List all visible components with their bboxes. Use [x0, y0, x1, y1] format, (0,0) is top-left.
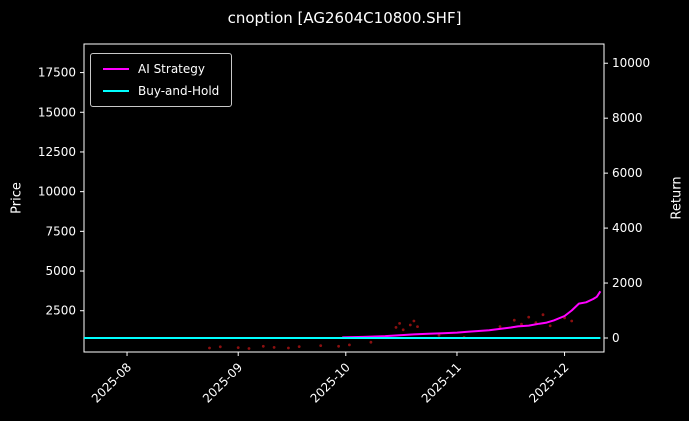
x-tick-label: 2025-09 [200, 360, 245, 405]
price-dot [401, 328, 405, 332]
price-dot [570, 319, 574, 323]
price-dot [437, 333, 441, 337]
plot-frame [83, 43, 605, 353]
price-dot [416, 325, 419, 328]
price-dot [236, 346, 240, 349]
legend: AI Strategy Buy-and-Hold [90, 53, 233, 107]
price-dot [297, 345, 301, 348]
buy-and-hold-line-icon [103, 90, 129, 92]
y-tick-label-right: 0 [612, 331, 620, 345]
price-dot [369, 340, 373, 344]
price-dot [527, 315, 531, 319]
legend-label-ai-strategy: AI Strategy [138, 62, 205, 76]
price-dot [512, 318, 516, 322]
right-axis-label: Return [669, 176, 685, 220]
price-dot [319, 344, 323, 347]
y-tick-label-right: 6000 [612, 166, 643, 180]
price-dot [412, 319, 416, 323]
y-tick-label-right: 2000 [612, 276, 643, 290]
price-dot [261, 344, 265, 348]
price-dot [398, 322, 401, 325]
price-dot [287, 346, 290, 350]
chart-title: cnoption [AG2604C10800.SHF] [227, 9, 462, 27]
price-dot [247, 347, 251, 350]
price-dot [548, 324, 552, 328]
y-tick-label-right: 8000 [612, 111, 643, 125]
legend-label-buy-and-hold: Buy-and-Hold [138, 84, 220, 98]
price-dot [541, 313, 545, 317]
y-tick-label-right: 4000 [612, 221, 643, 235]
series-line-ai-strategy [342, 290, 602, 339]
x-tick-label: 2025-08 [89, 360, 134, 405]
y-tick-label-left: 2500 [45, 304, 76, 318]
price-dot [218, 345, 222, 349]
price-dot [337, 344, 340, 348]
price-dot [208, 346, 211, 350]
y-tick-label-left: 5000 [45, 264, 76, 278]
x-tick-label: 2025-10 [308, 360, 353, 405]
price-dot [408, 323, 412, 327]
x-tick-label: 2025-12 [526, 360, 571, 405]
legend-item-ai-strategy: AI Strategy [103, 62, 219, 76]
y-tick-label-left: 7500 [45, 224, 76, 238]
legend-item-buy-and-hold: Buy-and-Hold [103, 84, 219, 98]
y-tick-label-left: 12500 [38, 145, 76, 159]
y-tick-label-left: 10000 [38, 185, 76, 199]
price-dot [394, 326, 398, 329]
ai-strategy-line-icon [103, 68, 129, 70]
left-axis-label: Price [9, 182, 25, 214]
x-tick-label: 2025-11 [419, 360, 464, 405]
y-tick-label-left: 17500 [38, 66, 76, 80]
y-tick-label-right: 10000 [612, 56, 650, 70]
price-dot [272, 346, 276, 349]
price-dot [520, 322, 523, 326]
price-dot [498, 325, 502, 328]
y-tick-label-left: 15000 [38, 105, 76, 119]
price-dot [348, 343, 351, 347]
